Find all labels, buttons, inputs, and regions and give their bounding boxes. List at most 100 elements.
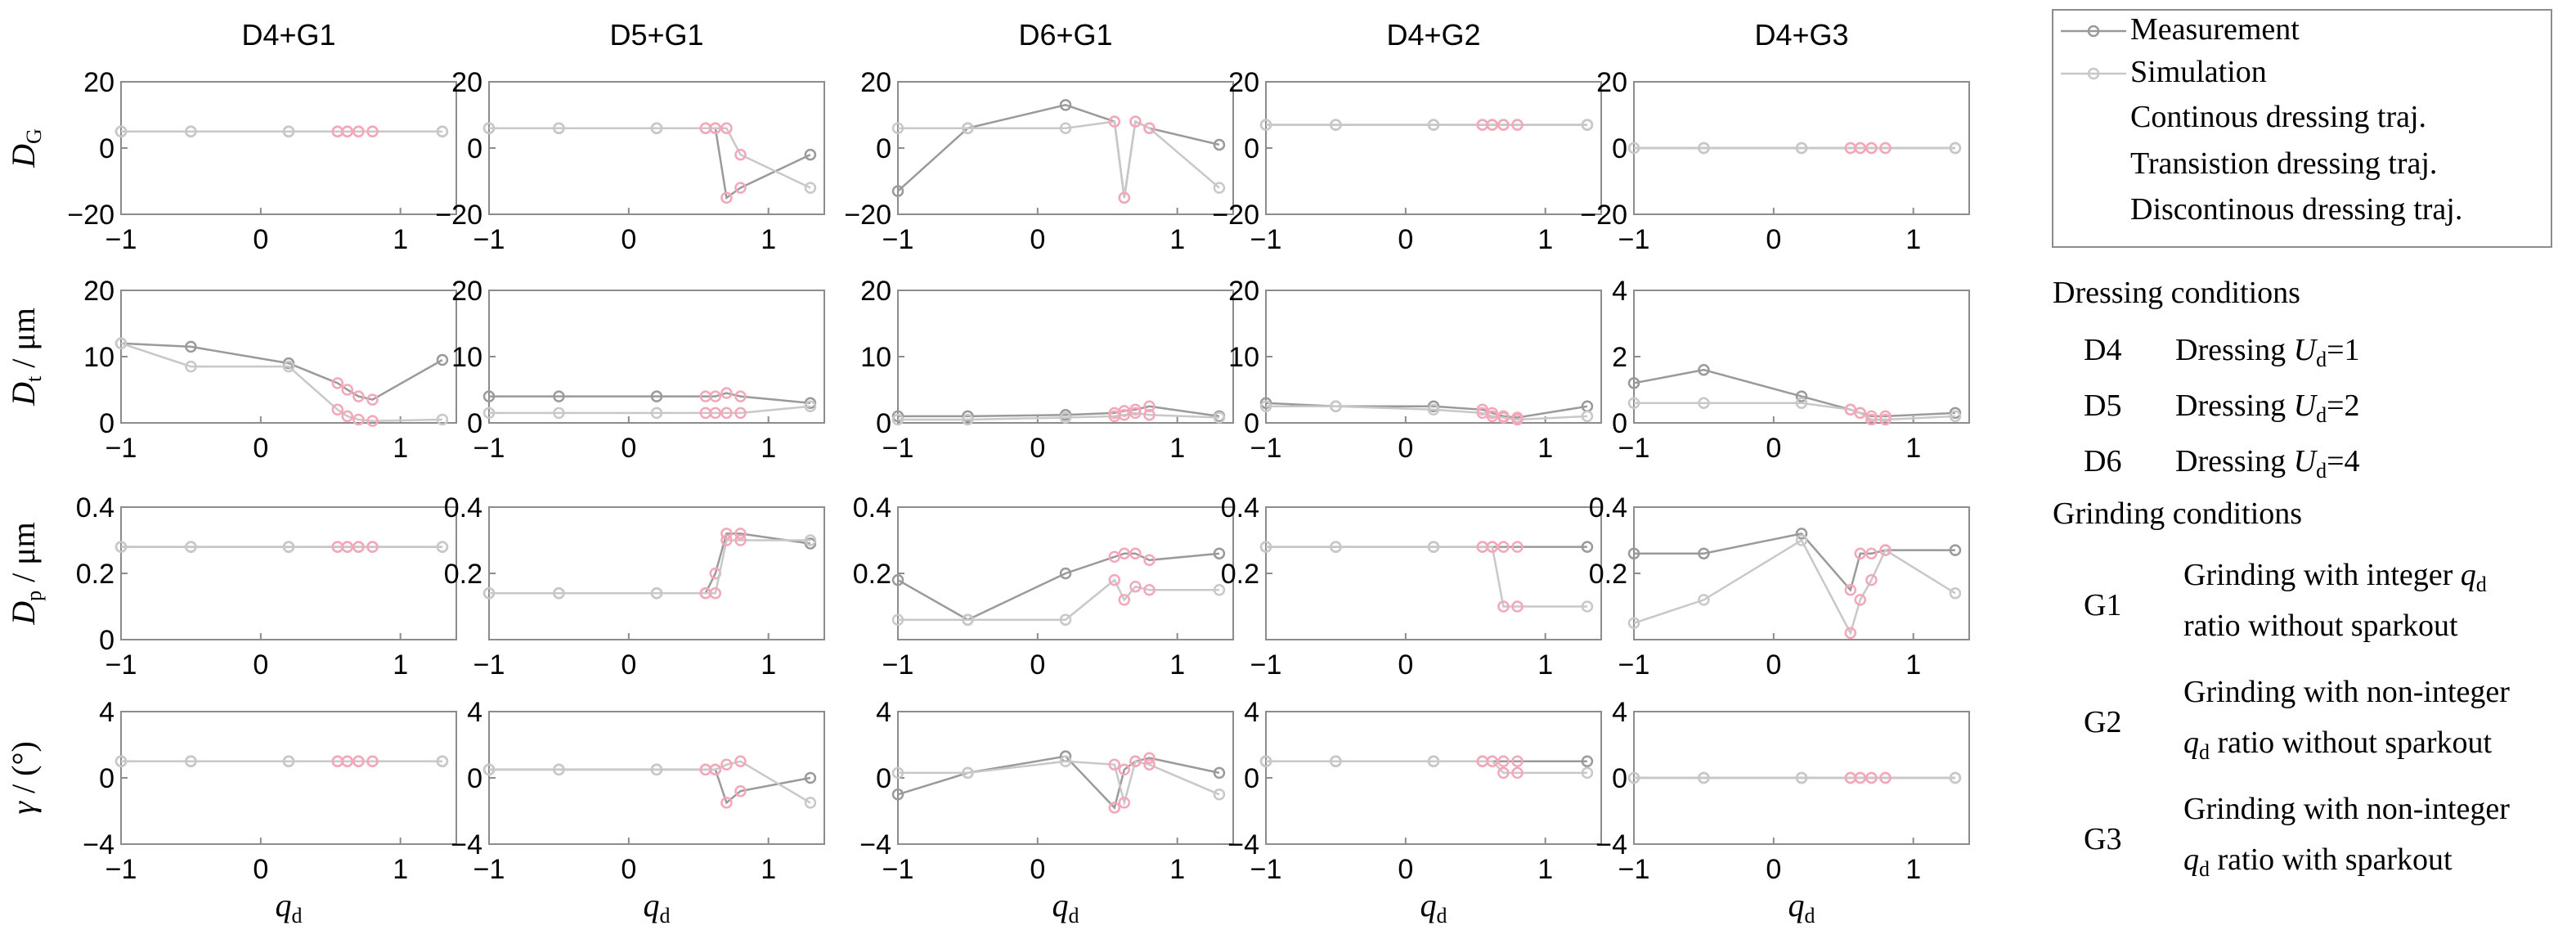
y-tick-label: −4 bbox=[859, 829, 891, 860]
x-axis-label-subscript: d bbox=[1805, 904, 1815, 928]
plot-frame bbox=[488, 711, 825, 845]
row-label-symbol: D bbox=[5, 382, 42, 407]
simulation-point bbox=[1427, 119, 1440, 131]
x-tick-label: −1 bbox=[882, 854, 914, 885]
simulation-point bbox=[709, 122, 721, 134]
column-title: D4+G3 bbox=[1754, 18, 1848, 52]
row-label-subscript: G bbox=[22, 128, 46, 144]
simulation-line bbox=[898, 119, 1220, 198]
x-axis-label-subscript: d bbox=[1069, 904, 1079, 928]
simulation-point bbox=[804, 400, 817, 412]
x-tick-label: −1 bbox=[473, 433, 505, 464]
subplot: −20 0 20 −1 0 1 bbox=[435, 67, 825, 255]
simulation-point bbox=[331, 403, 344, 416]
simulation-point bbox=[1795, 771, 1808, 784]
simulation-point bbox=[1129, 407, 1142, 420]
simulation-point bbox=[436, 755, 449, 767]
simulation-point bbox=[891, 766, 904, 779]
grinding-text: Grinding with non-integer bbox=[2183, 675, 2510, 709]
measurement-point bbox=[341, 384, 353, 396]
x-tick-label: 0 bbox=[253, 854, 268, 885]
measurement-point bbox=[804, 148, 817, 161]
simulation-point bbox=[553, 763, 565, 776]
simulation-point bbox=[1511, 600, 1524, 613]
simulation-point bbox=[650, 407, 663, 420]
simulation-point bbox=[282, 360, 295, 373]
simulation-point bbox=[1844, 627, 1857, 640]
x-axis-label-symbol: q bbox=[1420, 887, 1437, 923]
simulation-point bbox=[1108, 115, 1121, 128]
simulation-point bbox=[114, 541, 128, 553]
simulation-point bbox=[1627, 397, 1640, 409]
measurement-point bbox=[1698, 363, 1710, 376]
simulation-point bbox=[282, 541, 295, 553]
y-tick-label: 0.2 bbox=[853, 559, 891, 590]
simulation-point bbox=[341, 541, 353, 553]
subplot: −4 0 4 −1 0 1 bbox=[1227, 697, 1602, 885]
grinding-description-line2: qd ratio with sparkout bbox=[2183, 842, 2453, 881]
simulation-point bbox=[1143, 584, 1156, 596]
measurement-point bbox=[1118, 763, 1130, 776]
y-tick-label: 0.4 bbox=[76, 492, 114, 523]
row-label-subscript: t bbox=[22, 375, 46, 382]
simulation-point bbox=[709, 763, 721, 776]
simulation-point bbox=[1879, 413, 1892, 426]
x-tick-label: 0 bbox=[1398, 224, 1413, 255]
simulation-point bbox=[650, 587, 663, 600]
simulation-point bbox=[1698, 142, 1710, 155]
y-tick-label: 20 bbox=[1228, 276, 1259, 307]
measurement-point bbox=[1108, 802, 1121, 814]
simulation-point bbox=[185, 755, 197, 767]
y-tick-label: 0 bbox=[467, 408, 482, 439]
legend-item-label: Measurement bbox=[2130, 12, 2300, 47]
y-tick-label: 10 bbox=[83, 342, 114, 373]
y-tick-label: 0.2 bbox=[76, 559, 114, 590]
x-axis-label-subscript: d bbox=[660, 904, 671, 928]
x-tick-label: 0 bbox=[621, 433, 636, 464]
simulation-point bbox=[1698, 594, 1710, 606]
x-tick-label: 1 bbox=[1905, 649, 1921, 681]
y-tick-label: 0 bbox=[1244, 763, 1259, 794]
measurement-point bbox=[366, 393, 379, 406]
simulation-point bbox=[1143, 758, 1156, 771]
simulation-point bbox=[1949, 587, 1962, 600]
grinding-conditions-heading: Grinding conditions bbox=[2053, 496, 2302, 531]
measurement-point bbox=[1949, 544, 1962, 556]
plot-frame bbox=[120, 81, 457, 215]
x-tick-label: 1 bbox=[393, 854, 408, 885]
simulation-point bbox=[1129, 755, 1142, 767]
grinding-description-line1: Grinding with non-integer bbox=[2183, 792, 2510, 826]
x-tick-label: −1 bbox=[105, 854, 137, 885]
row-label-symbol: D bbox=[5, 144, 42, 168]
simulation-point bbox=[1627, 142, 1640, 155]
simulation-point bbox=[720, 758, 733, 771]
measurement-point bbox=[1627, 377, 1640, 389]
x-tick-label: −1 bbox=[1250, 224, 1282, 255]
simulation-point bbox=[1949, 410, 1962, 423]
column-title: D5+G1 bbox=[609, 18, 703, 52]
plot-frame bbox=[897, 81, 1234, 215]
y-tick-label: 4 bbox=[99, 697, 114, 728]
measurement-point bbox=[482, 390, 496, 402]
measurement-point bbox=[1627, 547, 1640, 559]
simulation-point bbox=[1118, 409, 1130, 421]
x-tick-label: 0 bbox=[1030, 224, 1045, 255]
simulation-point bbox=[1059, 755, 1072, 767]
y-tick-label: 20 bbox=[860, 67, 891, 98]
legend-item-label: Transistion dressing traj. bbox=[2130, 146, 2437, 181]
simulation-point bbox=[185, 541, 197, 553]
y-tick-label: 4 bbox=[467, 697, 482, 728]
simulation-point bbox=[709, 587, 721, 600]
x-tick-label: 1 bbox=[1169, 649, 1185, 681]
simulation-point bbox=[891, 613, 904, 626]
grinding-text: ratio without sparkout bbox=[2183, 609, 2458, 643]
measurement-point bbox=[720, 387, 733, 399]
measurement-point bbox=[804, 771, 817, 784]
simulation-point bbox=[482, 763, 496, 776]
simulation-point bbox=[1213, 411, 1226, 424]
grinding-variable-subscript: d bbox=[2476, 573, 2487, 596]
measurement-point bbox=[1129, 547, 1142, 559]
simulation-point bbox=[1854, 594, 1866, 606]
column-title: D4+G1 bbox=[241, 18, 335, 52]
simulation-point bbox=[1511, 413, 1524, 426]
